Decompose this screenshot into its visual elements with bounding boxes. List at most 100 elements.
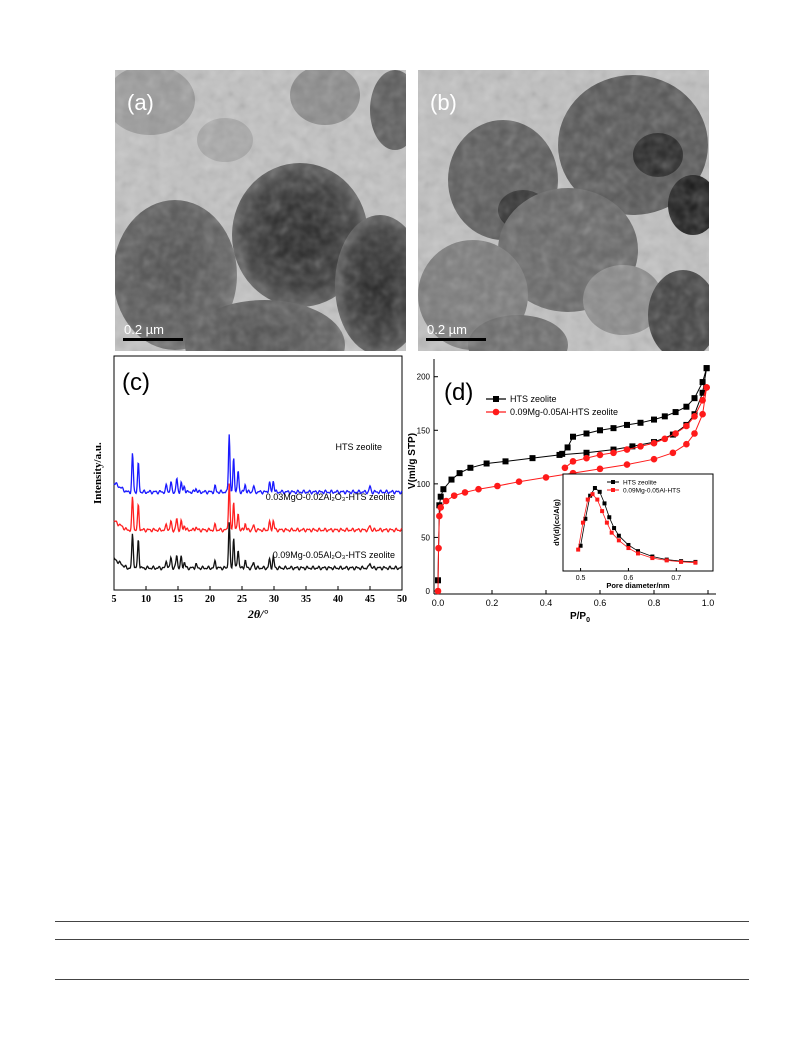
inset-point [604,520,609,525]
xrd-x-tick-label: 45 [365,594,375,605]
isotherm-point [691,430,698,437]
isotherm-point [703,365,710,372]
panel-b-scale-bar [426,338,486,341]
isotherm-point [683,440,690,448]
isotherm-point [569,458,577,465]
xrd-series-label: HTS zeolite [335,442,382,452]
inset-point [588,493,593,498]
panel-a-scale-bar [123,338,183,341]
isotherm-point [637,443,644,450]
inset-legend-label: 0.09Mg-0.05Al-HTS [623,488,681,495]
isotherm-point [494,482,501,490]
inset-point [580,520,585,525]
isotherm-point [699,389,706,396]
inset-point [576,547,581,552]
tem-image-b: (b) 0.2 µm [418,70,709,351]
isotherm-point [703,384,710,391]
inset-point [602,501,607,506]
isotherm-panel-label: (d) [444,379,473,406]
isotherm-x-tick-label: 0.0 [432,598,445,608]
inset-point [607,515,612,520]
inset-point [595,497,600,502]
isotherm-point [448,476,455,483]
legend-marker [492,408,500,416]
inset-legend-marker [611,488,615,492]
panel-a-scale-label: 0.2 µm [124,322,164,337]
isotherm-point [651,416,657,423]
isotherm-point [683,403,690,410]
isotherm-point [596,465,604,473]
inset-point [585,497,590,502]
xrd-x-axis-label: 2θ/° [247,607,269,621]
isotherm-point [699,410,706,418]
isotherm-point [515,478,523,486]
xrd-x-tick-label: 15 [173,594,183,605]
isotherm-point [442,497,450,505]
isotherm-point [561,464,569,472]
table-bottom-rule [55,979,749,980]
isotherm-y-tick-label: 50 [421,533,430,542]
panel-b-scale-label: 0.2 µm [427,322,467,337]
inset-point [597,489,602,494]
xrd-x-tick-label: 40 [333,594,343,605]
isotherm-point [456,470,463,477]
isotherm-chart: (d) V(ml/g STP) P/P0 0.0 0.2 0.4 0.6 0.8 1.0 0… [408,356,718,624]
inset-point [600,509,605,514]
isotherm-point [597,427,603,434]
isotherm-point [699,379,706,386]
isotherm-point [699,396,706,404]
inset-point [693,560,698,565]
panel-b-label: (b) [430,90,457,115]
isotherm-x-tick-label: 1.0 [702,598,715,608]
table-header-rule [55,939,749,940]
isotherm-point [467,464,474,471]
inset-point [616,533,621,538]
inset-point [609,530,614,535]
inset-point [612,526,617,531]
isotherm-y-axis-label: V(ml/g STP) [408,433,418,489]
isotherm-point [623,446,631,453]
inset-x-tick-label: 0.6 [624,575,634,582]
xrd-x-tick-label: 5 [112,594,117,605]
inset-point [636,549,640,554]
isotherm-point [691,395,698,402]
isotherm-point [483,460,490,467]
inset-point [664,558,669,563]
isotherm-point [475,485,482,493]
inset-point [626,546,631,551]
xrd-x-tick-label: 10 [141,594,151,605]
isotherm-point [570,433,576,440]
isotherm-point [559,450,566,457]
xrd-x-tick-label: 25 [237,594,247,605]
isotherm-y-tick-label: 200 [417,373,431,382]
xrd-x-tick-label: 30 [269,594,279,605]
isotherm-point [669,449,677,457]
inset-legend-marker [611,480,615,484]
isotherm-y-tick-label: 0 [426,587,431,596]
isotherm-point [434,587,442,595]
isotherm-point [661,435,669,443]
tem-image-a: (a) 0.2 µm [115,70,406,351]
xrd-x-tick-label: 20 [205,594,215,605]
legend-label: HTS zeolite [510,394,557,404]
isotherm-point [461,489,469,496]
isotherm-point [436,512,443,520]
inset-point [679,559,684,564]
isotherm-point [683,422,690,430]
isotherm-point [564,444,571,451]
xrd-series-label: 0.09Mg-0.05Al₂O₃-HTS zeolite [273,550,395,560]
inset-point [583,516,588,521]
isotherm-point [437,504,444,511]
isotherm-point [542,474,550,481]
isotherm-point [637,419,644,426]
isotherm-point [450,492,458,499]
isotherm-y-tick-label: 100 [417,480,431,489]
isotherm-point [610,425,617,432]
inset-x-tick-label: 0.7 [671,575,681,582]
xrd-panel-label: (c) [122,369,150,396]
table-top-rule [55,921,749,922]
legend-label: 0.09Mg-0.05Al-HTS zeolite [510,407,618,417]
isotherm-x-axis-label: P/P0 [570,611,590,624]
inset-point [626,542,631,547]
isotherm-point [502,458,509,465]
